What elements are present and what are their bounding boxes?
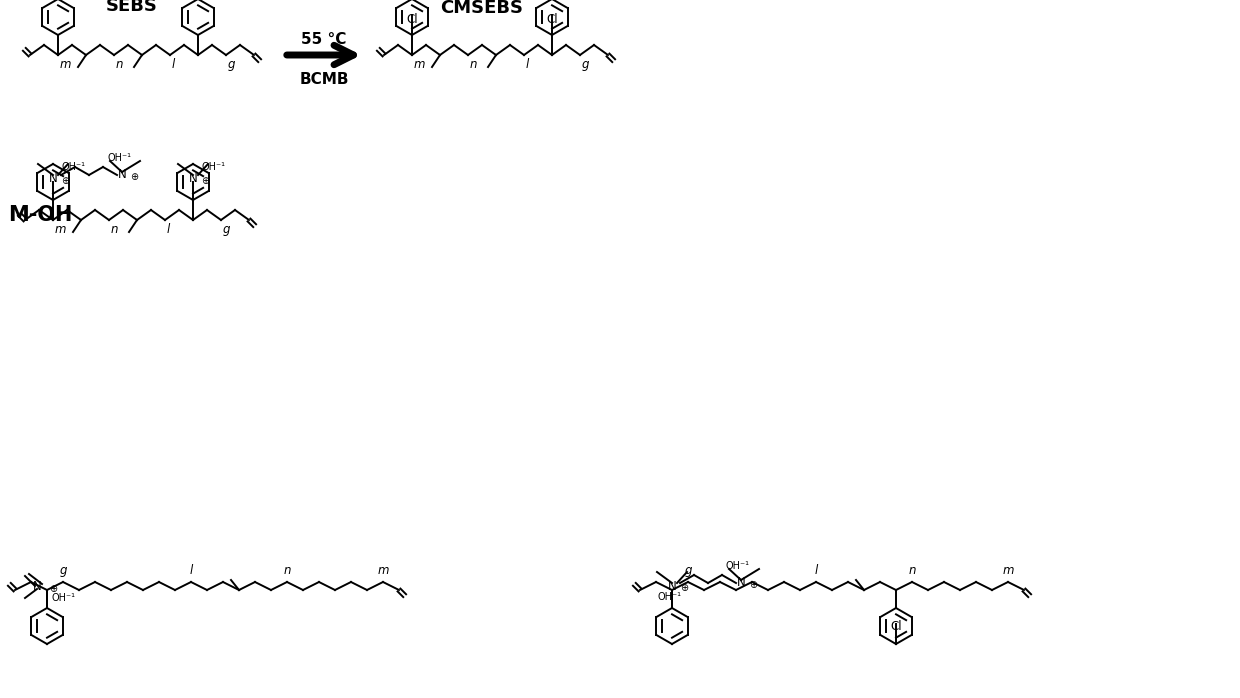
Text: 55 °C: 55 °C [301,33,347,47]
Text: OH⁻¹: OH⁻¹ [725,561,750,571]
Text: N: N [33,579,42,593]
Text: m: m [1002,564,1014,577]
Text: OH⁻¹: OH⁻¹ [61,162,86,172]
Text: l: l [815,564,817,577]
Text: M-OH: M-OH [7,205,72,225]
Text: n: n [283,564,290,577]
Text: g: g [684,564,692,577]
Text: OH⁻¹: OH⁻¹ [107,153,131,163]
Text: OH⁻¹: OH⁻¹ [201,162,224,172]
Text: ⊕: ⊕ [749,580,758,590]
Text: g: g [223,223,231,236]
Text: g: g [582,58,589,71]
Text: OH⁻¹: OH⁻¹ [657,592,681,602]
Text: CMSEBS: CMSEBS [440,0,523,17]
Text: m: m [377,564,389,577]
Text: ⊕: ⊕ [130,172,138,182]
Text: Cl: Cl [407,13,418,26]
Text: n: n [908,564,916,577]
Text: Cl: Cl [890,620,901,633]
Text: m: m [60,58,72,71]
Text: ⊕: ⊕ [680,583,688,593]
Text: m: m [55,223,67,236]
Text: SEBS: SEBS [107,0,157,15]
Text: BCMB: BCMB [299,73,348,87]
Text: N: N [667,579,676,593]
Text: ⊕: ⊕ [61,176,69,186]
Text: n: n [112,223,119,236]
Text: ⊕: ⊕ [201,176,210,186]
Text: Cl: Cl [546,13,558,26]
Text: ⊕: ⊕ [50,584,57,594]
Text: N: N [188,172,197,184]
Text: l: l [172,58,175,71]
Text: g: g [228,58,236,71]
Text: N: N [48,172,57,184]
Text: l: l [190,564,192,577]
Text: n: n [117,58,124,71]
Text: l: l [526,58,529,71]
Text: n: n [470,58,477,71]
Text: OH⁻¹: OH⁻¹ [52,593,76,603]
Text: N: N [118,168,126,181]
Text: l: l [167,223,170,236]
Text: N: N [737,577,745,590]
Text: g: g [60,564,67,577]
Text: m: m [414,58,425,71]
